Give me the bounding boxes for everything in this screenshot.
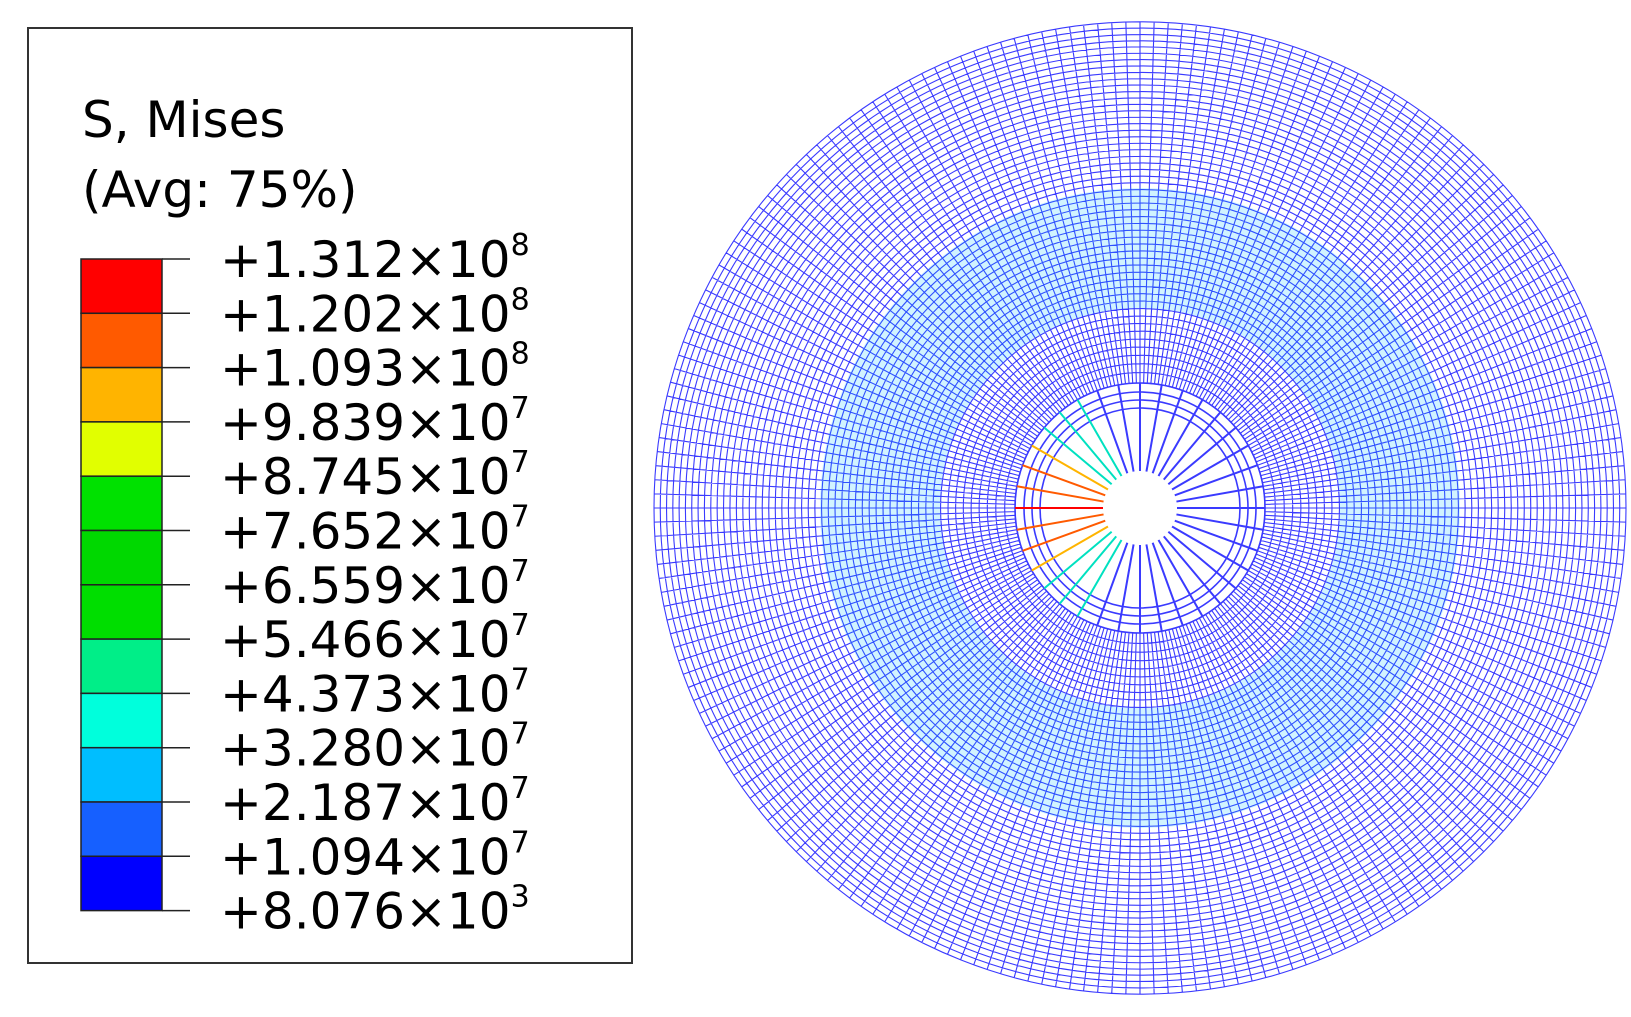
hub-spoke bbox=[1076, 399, 1123, 477]
hub-spoke bbox=[1031, 444, 1109, 491]
hub-spoke bbox=[1157, 539, 1204, 617]
hub-spoke bbox=[1176, 485, 1264, 503]
hub-spoke bbox=[1058, 411, 1117, 481]
color-band bbox=[80, 312, 163, 369]
hub-spoke bbox=[1163, 535, 1222, 605]
legend-label: +7.652×107 bbox=[220, 500, 530, 561]
color-band bbox=[80, 366, 163, 423]
color-band bbox=[80, 746, 163, 803]
hub-spoke bbox=[1022, 464, 1106, 497]
legend-label: +1.202×108 bbox=[220, 282, 530, 343]
label-exponent: 7 bbox=[511, 825, 530, 860]
hub-spoke bbox=[1076, 539, 1123, 617]
label-exponent: 7 bbox=[511, 445, 530, 480]
legend-label: +1.094×107 bbox=[220, 825, 530, 886]
hub-spoke bbox=[1043, 531, 1113, 590]
hub-spoke bbox=[1145, 384, 1163, 472]
mesh-outer bbox=[653, 21, 1627, 995]
legend-label: +1.312×108 bbox=[220, 228, 530, 289]
hub-spoke bbox=[1176, 513, 1264, 531]
color-band bbox=[80, 529, 163, 586]
label-exponent: 8 bbox=[511, 228, 530, 263]
legend-title: S, Mises bbox=[82, 91, 285, 149]
legend-label: +8.076×103 bbox=[220, 880, 530, 941]
label-mantissa: +7.652×10 bbox=[220, 503, 511, 561]
hub-spoke bbox=[1117, 544, 1135, 632]
mesh bbox=[653, 21, 1627, 995]
hub-spoke bbox=[1167, 426, 1237, 485]
color-band bbox=[80, 638, 163, 695]
hub-spoke bbox=[1043, 426, 1113, 485]
color-bar: +1.312×108+1.202×108+1.093×108+9.839×107… bbox=[80, 228, 530, 941]
label-mantissa: +1.202×10 bbox=[220, 285, 511, 343]
color-band bbox=[80, 692, 163, 749]
hub-spoke bbox=[1171, 444, 1249, 491]
label-exponent: 7 bbox=[511, 717, 530, 752]
legend-label: +8.745×107 bbox=[220, 445, 530, 506]
label-mantissa: +4.373×10 bbox=[220, 665, 511, 723]
hub-spoke bbox=[1171, 525, 1249, 572]
color-band bbox=[80, 421, 163, 477]
color-band bbox=[80, 855, 163, 912]
hub-spoke bbox=[1096, 542, 1129, 626]
label-mantissa: +6.559×10 bbox=[220, 557, 511, 615]
label-mantissa: +2.187×10 bbox=[220, 774, 511, 832]
label-exponent: 7 bbox=[511, 662, 530, 697]
legend-label: +9.839×107 bbox=[220, 391, 530, 452]
color-band bbox=[80, 475, 163, 532]
label-exponent: 7 bbox=[511, 554, 530, 589]
color-band bbox=[80, 584, 163, 640]
legend-subtitle: (Avg: 75%) bbox=[82, 161, 358, 219]
hub-spoke bbox=[1167, 531, 1237, 590]
hub-spoke bbox=[1058, 535, 1117, 605]
label-mantissa: +1.094×10 bbox=[220, 828, 511, 886]
label-mantissa: +9.839×10 bbox=[220, 394, 511, 452]
hub-spoke bbox=[1096, 390, 1129, 474]
color-band bbox=[80, 801, 163, 858]
hub-spoke bbox=[1151, 542, 1184, 626]
hub-spoke bbox=[1016, 485, 1104, 503]
hub-spoke bbox=[1163, 411, 1222, 481]
hub-spoke bbox=[1145, 544, 1163, 632]
label-mantissa: +8.745×10 bbox=[220, 448, 511, 506]
label-exponent: 8 bbox=[511, 282, 530, 317]
hub-spoke bbox=[1174, 519, 1258, 552]
legend-label: +4.373×107 bbox=[220, 662, 530, 723]
hub-spoke bbox=[1117, 384, 1135, 472]
legend-label: +2.187×107 bbox=[220, 771, 530, 832]
legend-label: +6.559×107 bbox=[220, 554, 530, 615]
label-mantissa: +3.280×10 bbox=[220, 720, 511, 778]
stress-halo bbox=[820, 188, 1460, 828]
legend-label: +3.280×107 bbox=[220, 717, 530, 778]
legend-label: +1.093×108 bbox=[220, 337, 530, 398]
label-mantissa: +1.312×10 bbox=[220, 231, 511, 289]
label-exponent: 7 bbox=[511, 391, 530, 426]
hub-spoke bbox=[1022, 519, 1106, 552]
label-exponent: 7 bbox=[511, 608, 530, 643]
label-exponent: 8 bbox=[511, 337, 530, 372]
label-mantissa: +8.076×10 bbox=[220, 883, 511, 941]
hub-spoke bbox=[1031, 525, 1109, 572]
color-band bbox=[80, 258, 163, 315]
legend-label: +5.466×107 bbox=[220, 608, 530, 669]
label-exponent: 7 bbox=[511, 500, 530, 535]
label-mantissa: +1.093×10 bbox=[220, 340, 511, 398]
label-mantissa: +5.466×10 bbox=[220, 611, 511, 669]
hub-spoke bbox=[1016, 513, 1104, 531]
hub-spoke bbox=[1151, 390, 1184, 474]
label-exponent: 7 bbox=[511, 771, 530, 806]
hub-spoke bbox=[1157, 399, 1204, 477]
hub-spoke bbox=[1174, 464, 1258, 497]
label-exponent: 3 bbox=[511, 880, 530, 915]
